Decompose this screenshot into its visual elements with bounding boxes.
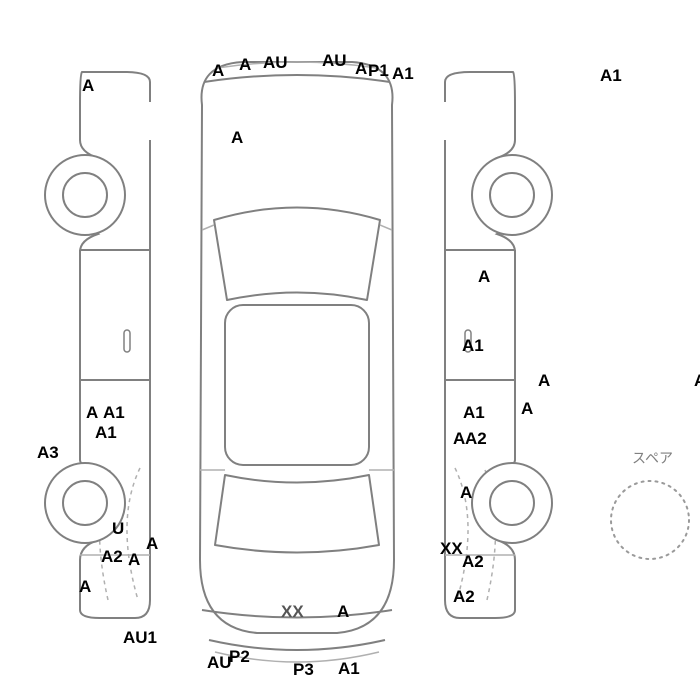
spare-tire-label: スペア bbox=[632, 450, 673, 466]
damage-mark: A bbox=[128, 551, 140, 568]
damage-mark: A bbox=[79, 578, 91, 595]
damage-mark: AU1 bbox=[123, 629, 157, 646]
damage-mark: A bbox=[460, 484, 472, 501]
damage-mark: A bbox=[212, 62, 224, 79]
damage-mark: A bbox=[694, 372, 700, 389]
damage-mark: A1 bbox=[95, 424, 117, 441]
damage-mark: P3 bbox=[293, 661, 314, 678]
damage-mark: A bbox=[478, 268, 490, 285]
damage-mark: A bbox=[453, 430, 465, 447]
damage-mark: A bbox=[337, 603, 349, 620]
damage-mark: A bbox=[82, 77, 94, 94]
damage-mark: XX bbox=[440, 540, 463, 557]
damage-mark: A bbox=[86, 404, 98, 421]
damage-mark: A bbox=[355, 60, 367, 77]
car-damage-diagram: スペア AAAAUAUAP1A1A1AAA1AAA1AAA2AXXA2A2AA1… bbox=[0, 0, 700, 700]
damage-mark: A1 bbox=[600, 67, 622, 84]
damage-mark: P2 bbox=[229, 648, 250, 665]
damage-mark: A1 bbox=[103, 404, 125, 421]
damage-mark: U bbox=[112, 520, 124, 537]
damage-mark: A bbox=[538, 372, 550, 389]
damage-mark: A bbox=[146, 535, 158, 552]
damage-mark: AU bbox=[263, 54, 288, 71]
damage-mark: A bbox=[239, 56, 251, 73]
damage-mark: P1 bbox=[368, 62, 389, 79]
car-outline-svg: スペア bbox=[0, 0, 700, 700]
damage-mark: A1 bbox=[392, 65, 414, 82]
damage-mark: A1 bbox=[338, 660, 360, 677]
damage-mark: A2 bbox=[453, 588, 475, 605]
damage-mark: A bbox=[521, 400, 533, 417]
damage-mark: AU bbox=[322, 52, 347, 69]
damage-mark: A bbox=[231, 129, 243, 146]
car-top-view bbox=[200, 62, 394, 662]
damage-mark: A2 bbox=[101, 548, 123, 565]
damage-mark: A1 bbox=[463, 404, 485, 421]
damage-mark: A3 bbox=[37, 444, 59, 461]
damage-mark: A1 bbox=[462, 337, 484, 354]
damage-mark: XX bbox=[281, 603, 304, 620]
damage-mark: A2 bbox=[462, 553, 484, 570]
damage-mark: A2 bbox=[465, 430, 487, 447]
damage-mark: AU bbox=[207, 654, 232, 671]
